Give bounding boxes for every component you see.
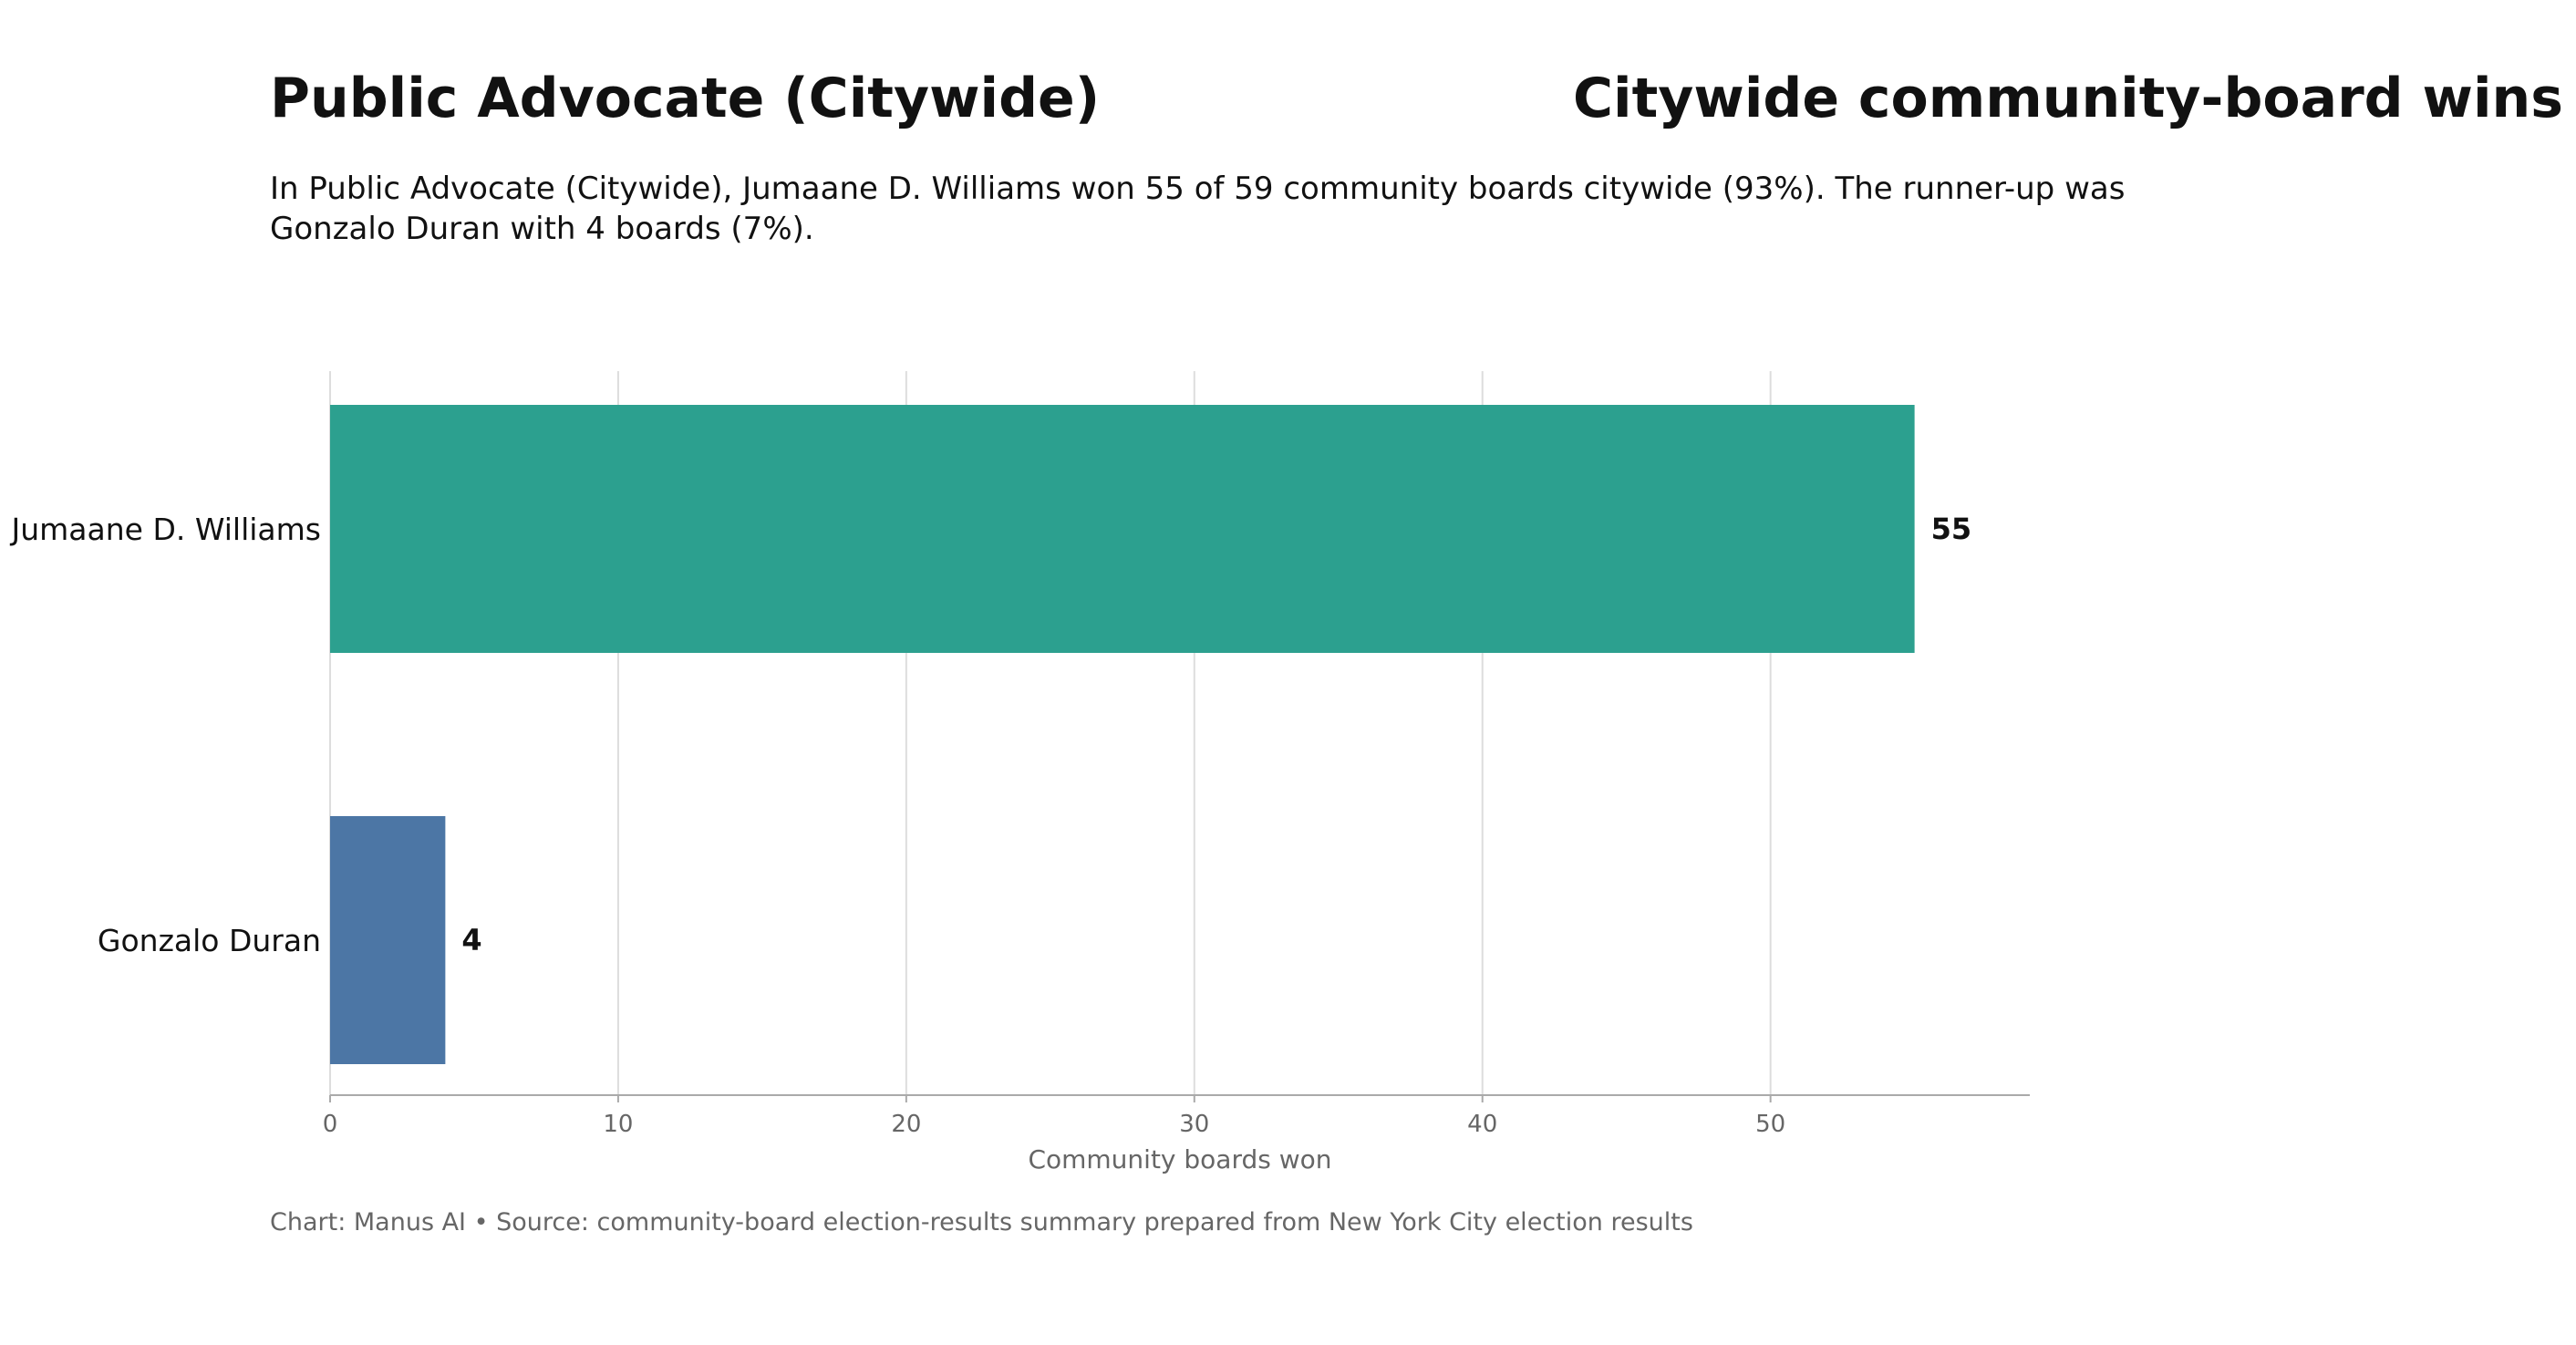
x-tick-label: 10 xyxy=(603,1111,633,1138)
x-tick-label: 20 xyxy=(891,1111,921,1138)
bar xyxy=(330,405,1915,653)
x-tick-label: 0 xyxy=(323,1111,338,1138)
x-tick-label: 30 xyxy=(1179,1111,1209,1138)
chart-title: Public Advocate (Citywide) xyxy=(270,67,1101,130)
x-tick-label: 50 xyxy=(1755,1111,1785,1138)
x-axis-title: Community boards won xyxy=(1028,1144,1331,1174)
chart-title-secondary: Citywide community-board wins xyxy=(1573,67,2563,130)
x-tick-label: 40 xyxy=(1467,1111,1497,1138)
source-note: Chart: Manus AI • Source: community-boar… xyxy=(270,1208,1693,1236)
bar xyxy=(330,816,446,1064)
bar-value-label: 55 xyxy=(1931,512,1972,546)
labels: Jumaane D. Williams 55 Gonzalo Duran 4 xyxy=(10,512,1972,958)
y-category-label: Gonzalo Duran xyxy=(98,923,321,958)
bars xyxy=(330,405,1915,1064)
x-axis: 0 10 20 30 40 50 xyxy=(323,1094,2030,1138)
chart-subtitle: In Public Advocate (Citywide), Jumaane D… xyxy=(270,171,2126,247)
bar-value-label: 4 xyxy=(461,923,481,957)
y-category-label: Jumaane D. Williams xyxy=(10,512,321,547)
